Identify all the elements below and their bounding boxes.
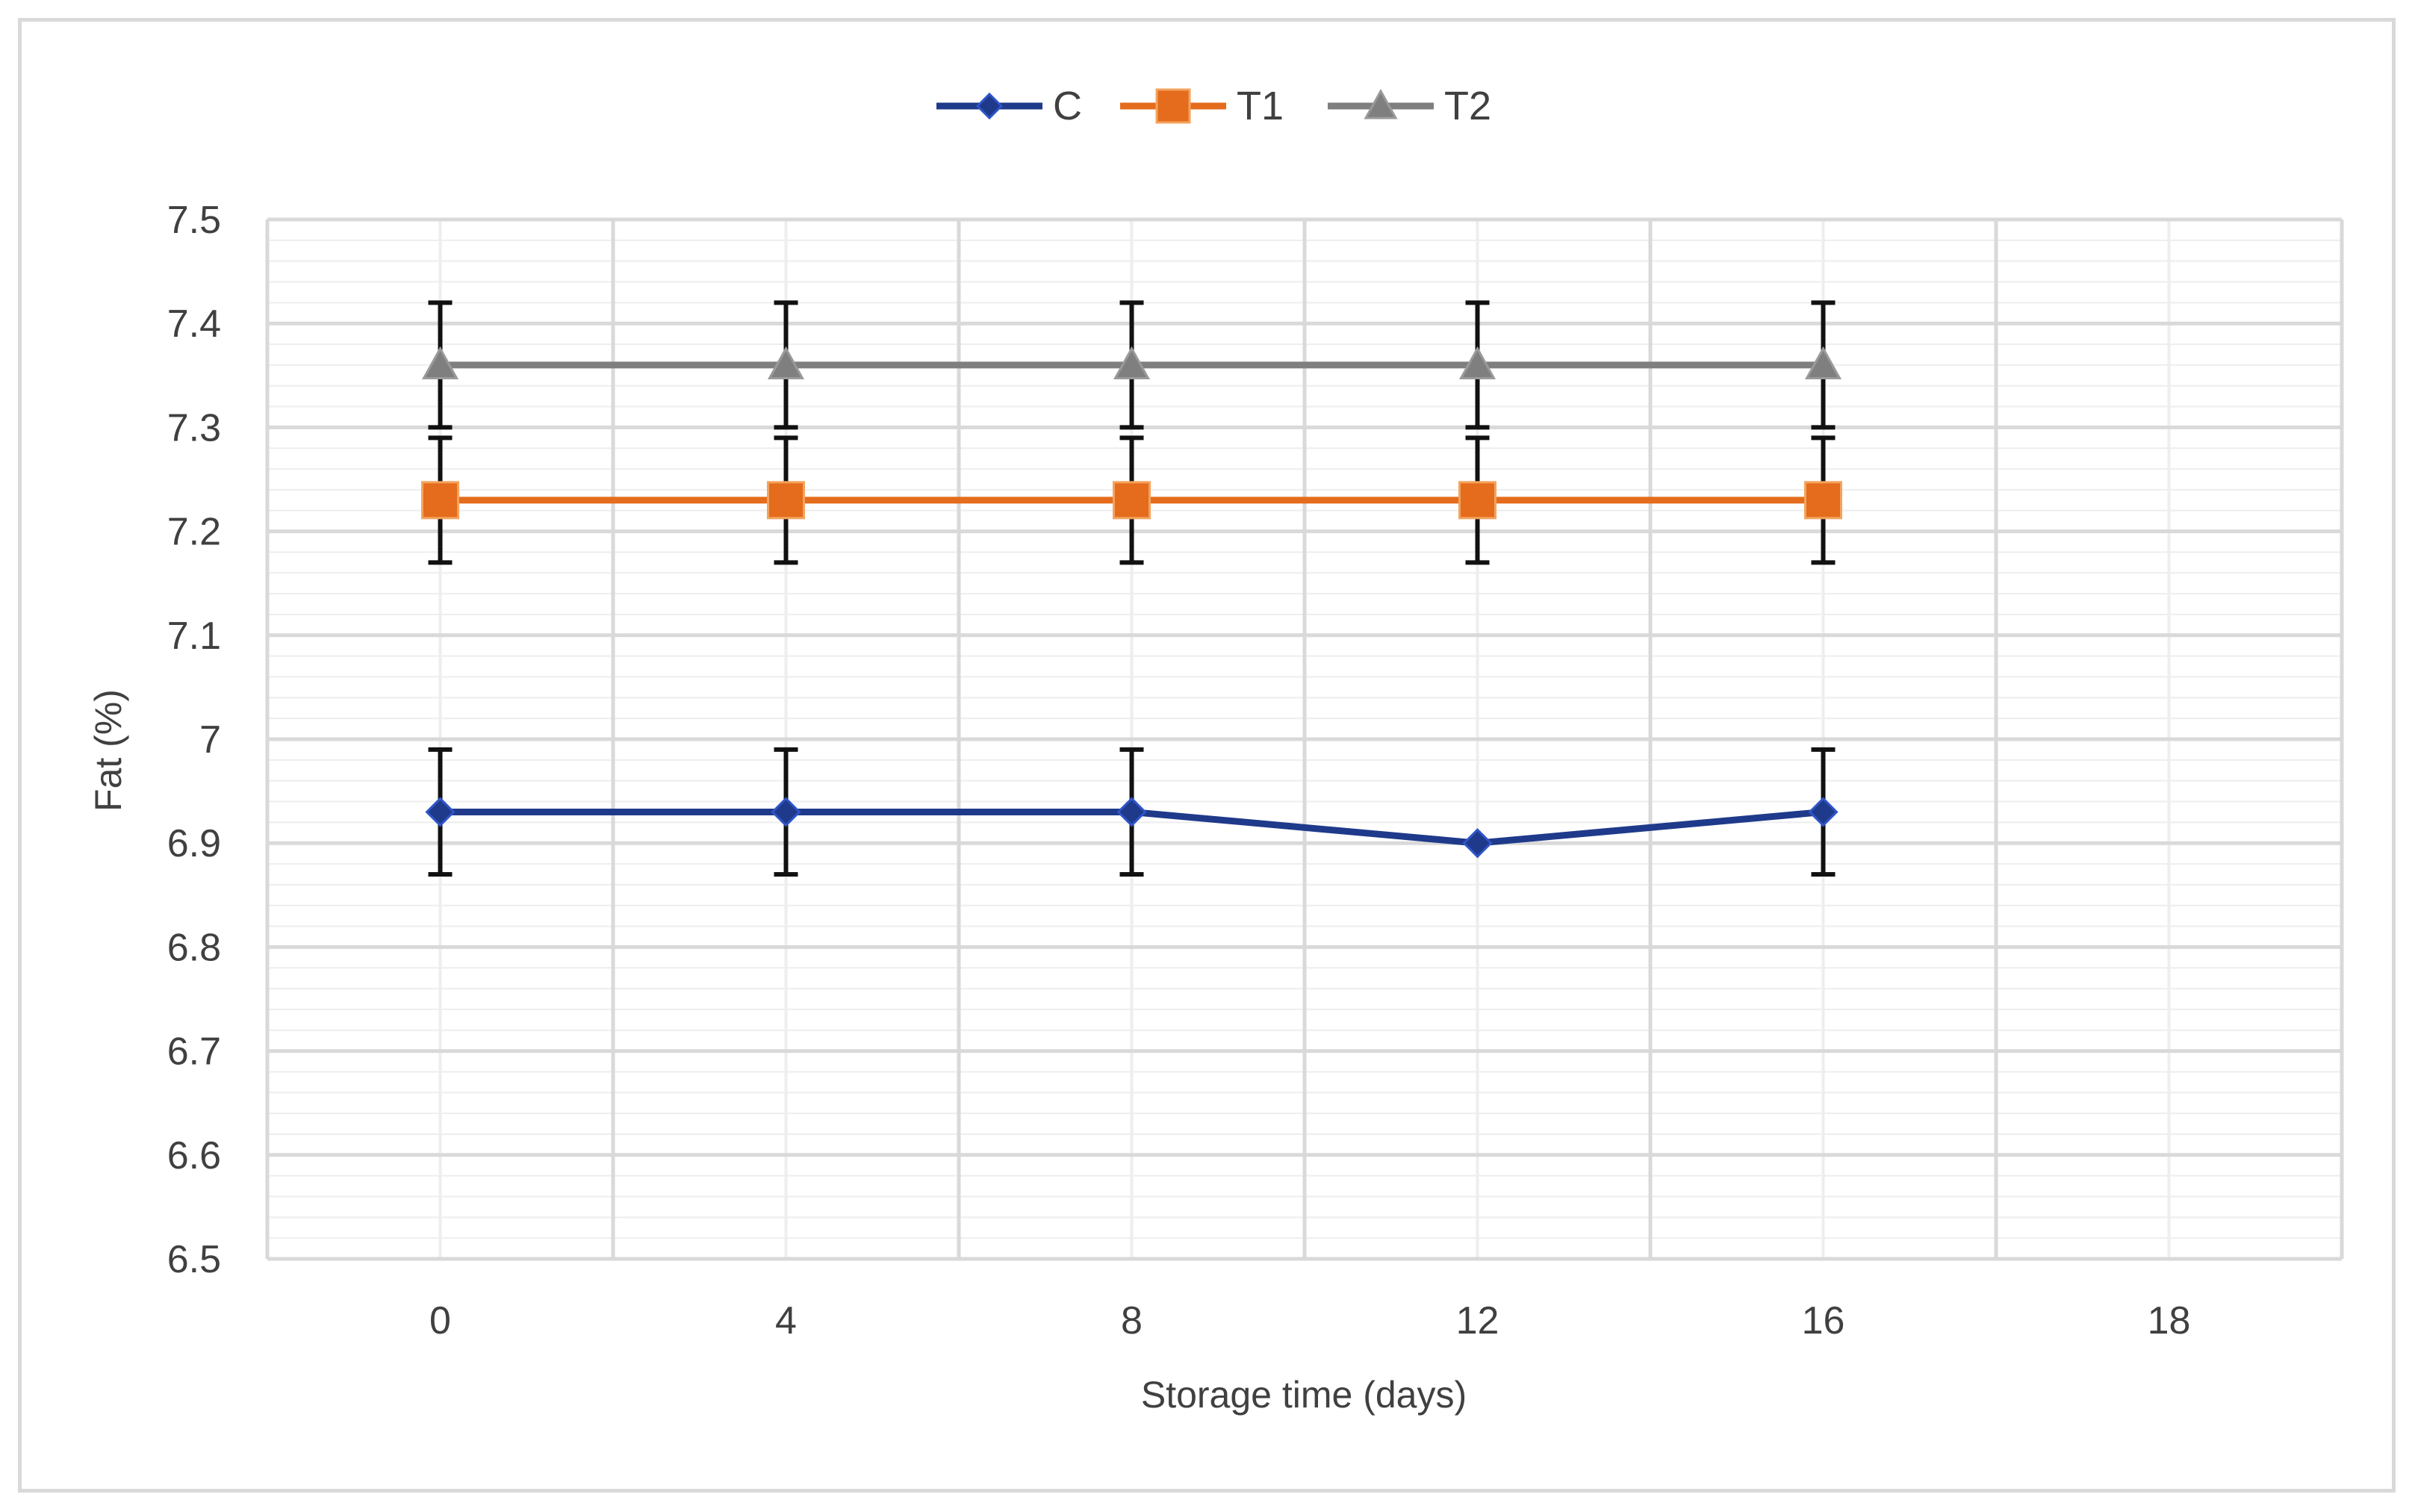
square-marker: [1804, 481, 1842, 520]
x-tick-label: 16: [1802, 1299, 1845, 1343]
y-tick-label: 6.8: [167, 926, 221, 969]
diamond-marker: [975, 92, 1004, 120]
x-axis-ticks: 0 4 8 12 16 18: [429, 1299, 2190, 1343]
x-tick-label: 18: [2148, 1299, 2191, 1343]
legend-item-c: C: [936, 84, 1082, 128]
series-t2: [421, 300, 1842, 430]
y-tick-label: 6.7: [167, 1030, 221, 1074]
series-layer: [421, 300, 1842, 877]
legend: C T1 T2: [936, 84, 1491, 128]
triangle-marker: [1364, 88, 1398, 119]
legend-item-t1: T1: [1120, 84, 1284, 128]
triangle-marker: [1113, 346, 1151, 379]
x-axis-title: Storage time (days): [1141, 1374, 1467, 1416]
square-marker: [1458, 481, 1496, 520]
y-tick-label: 7: [199, 718, 221, 762]
diamond-marker: [771, 797, 801, 827]
diamond-marker: [1462, 828, 1493, 859]
series-c: [425, 747, 1839, 877]
square-marker: [1155, 88, 1191, 124]
square-marker: [421, 481, 459, 520]
y-axis-title: Fat (%): [87, 689, 129, 812]
x-tick-label: 8: [1121, 1299, 1143, 1343]
y-tick-label: 7.4: [167, 302, 221, 346]
y-tick-label: 7.1: [167, 615, 221, 658]
triangle-marker: [421, 346, 459, 379]
triangle-marker: [1458, 346, 1496, 379]
legend-item-t2: T2: [1328, 84, 1491, 128]
square-marker: [767, 481, 805, 520]
legend-label: C: [1053, 84, 1082, 128]
y-tick-label: 7.3: [167, 406, 221, 449]
chart-frame: [18, 18, 2396, 1493]
diamond-marker: [1116, 797, 1147, 827]
y-tick-label: 7.5: [167, 199, 221, 242]
major-gridlines: [265, 217, 2344, 1261]
diamond-marker: [1808, 797, 1839, 827]
x-tick-label: 12: [1456, 1299, 1499, 1343]
legend-label: T1: [1237, 84, 1284, 128]
legend-label: T2: [1444, 84, 1491, 128]
y-tick-label: 6.9: [167, 822, 221, 865]
x-tick-label: 4: [775, 1299, 797, 1343]
series-t1: [421, 435, 1842, 565]
x-tick-label: 0: [429, 1299, 451, 1343]
diamond-marker: [425, 797, 456, 827]
y-tick-label: 6.6: [167, 1134, 221, 1177]
square-marker: [1113, 481, 1151, 520]
triangle-marker: [1804, 346, 1842, 379]
y-tick-label: 6.5: [167, 1238, 221, 1281]
y-tick-label: 7.2: [167, 511, 221, 554]
y-axis-ticks: 6.5 6.6 6.7 6.8 6.9 7 7.1 7.2 7.3 7.4 7.5: [167, 199, 221, 1281]
triangle-marker: [767, 346, 805, 379]
